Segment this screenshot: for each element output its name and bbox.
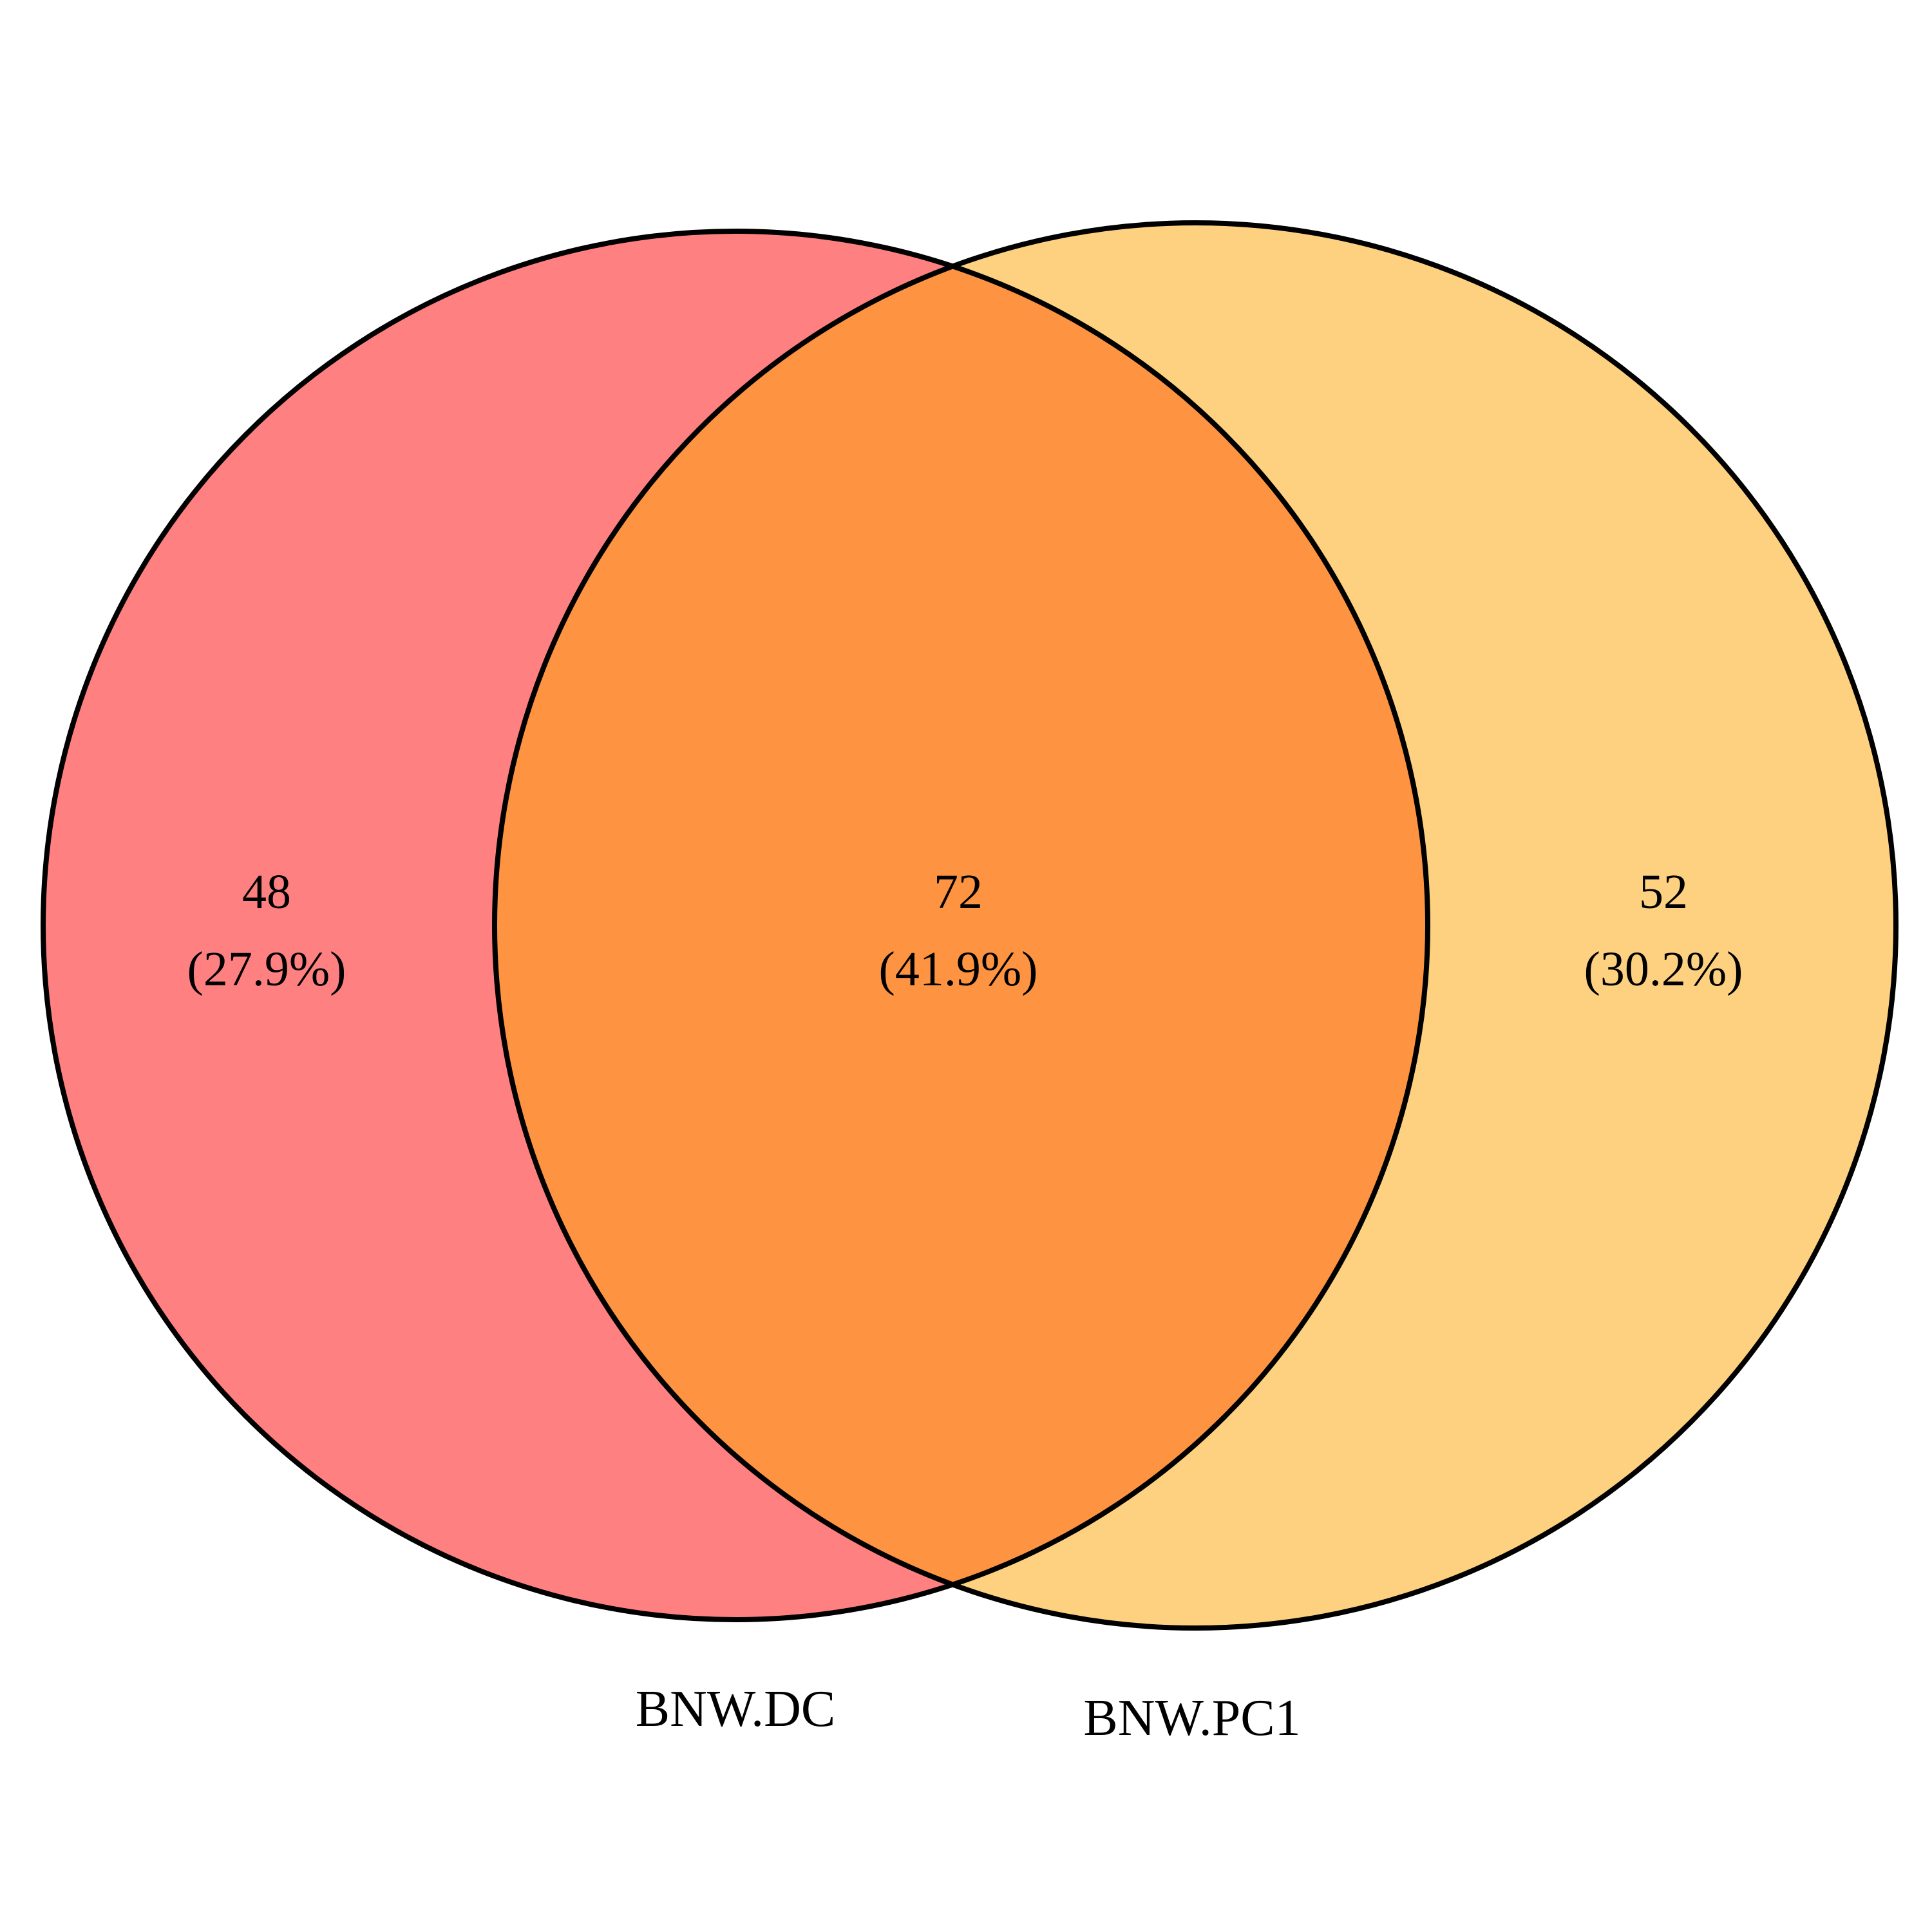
region-intersection-count: 72: [934, 865, 983, 919]
set-dc-outline: [41, 229, 1430, 1622]
set-pc1-outline: [492, 220, 1899, 1631]
region-dc-only-percent: (27.9%): [187, 942, 346, 996]
intersection-fill: [495, 231, 1428, 1620]
set-label-dc: BNW.DC: [636, 1681, 835, 1738]
region-intersection-percent: (41.9%): [879, 942, 1038, 996]
region-pc1-only-percent: (30.2%): [1584, 942, 1743, 996]
region-pc1-only-count: 52: [1639, 865, 1688, 919]
set-label-pc1: BNW.PC1: [1083, 1690, 1300, 1747]
region-dc-only-count: 48: [242, 865, 291, 919]
